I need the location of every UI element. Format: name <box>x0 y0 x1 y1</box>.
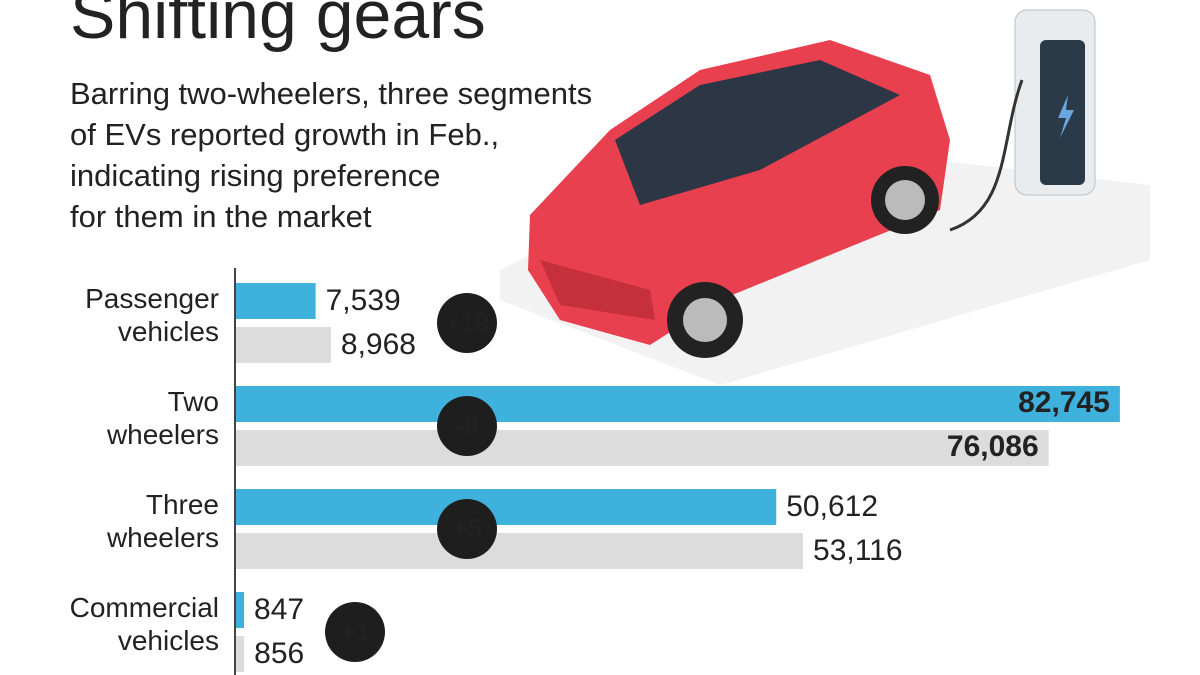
bar <box>236 386 1120 422</box>
subtitle-line: Barring two-wheelers, three segments <box>70 76 592 111</box>
value-label: 7,539 <box>326 284 401 317</box>
category-label: Three wheelers <box>106 489 219 553</box>
value-label: 82,745 <box>1018 386 1110 419</box>
value-label: 76,086 <box>947 430 1039 463</box>
subtitle-line: of EVs reported growth in Feb., <box>70 117 499 152</box>
change-badge <box>437 396 497 456</box>
bar <box>236 283 316 319</box>
bar <box>236 327 331 363</box>
subtitle-line: for them in the market <box>70 199 372 234</box>
bar <box>236 533 804 569</box>
category-label: Commercial vehicles <box>70 592 219 656</box>
change-label: +5 <box>452 513 482 543</box>
category-label: Two wheelers <box>106 386 219 450</box>
value-label: 856 <box>254 637 304 670</box>
bar <box>236 489 777 525</box>
illustration <box>500 9 1150 385</box>
change-label: +19 <box>445 307 489 337</box>
change-badge <box>437 499 497 559</box>
bar <box>236 636 245 672</box>
value-label: 8,968 <box>341 328 416 361</box>
value-label: 847 <box>254 593 304 626</box>
value-label: 53,116 <box>813 534 903 567</box>
value-label: 50,612 <box>786 490 878 523</box>
subtitle-line: indicating rising preference <box>70 158 441 193</box>
change-label: -8 <box>455 410 478 440</box>
category-label: Passenger vehicles <box>85 283 219 347</box>
chart-title: Shifting gears <box>70 0 486 53</box>
bar <box>236 592 245 628</box>
change-badge <box>325 602 385 662</box>
bar <box>236 430 1049 466</box>
change-badge <box>437 293 497 353</box>
change-label: +1 <box>340 616 370 646</box>
